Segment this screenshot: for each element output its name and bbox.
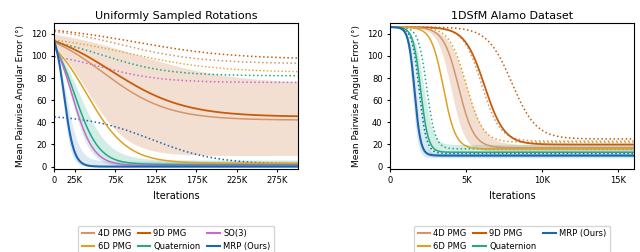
Title: 1DSfM Alamo Dataset: 1DSfM Alamo Dataset xyxy=(451,11,573,20)
X-axis label: Iterations: Iterations xyxy=(488,191,535,201)
Title: Uniformly Sampled Rotations: Uniformly Sampled Rotations xyxy=(95,11,257,20)
X-axis label: Iterations: Iterations xyxy=(153,191,200,201)
Y-axis label: Mean Pairwise Angular Error (°): Mean Pairwise Angular Error (°) xyxy=(352,25,362,167)
Y-axis label: Mean Pairwise Angular Error (°): Mean Pairwise Angular Error (°) xyxy=(17,25,26,167)
Legend: 4D PMG, 6D PMG, 9D PMG, Quaternion, MRP (Ours): 4D PMG, 6D PMG, 9D PMG, Quaternion, MRP … xyxy=(414,226,610,252)
Legend: 4D PMG, 6D PMG, 9D PMG, Quaternion, SO(3), MRP (Ours): 4D PMG, 6D PMG, 9D PMG, Quaternion, SO(3… xyxy=(78,226,274,252)
